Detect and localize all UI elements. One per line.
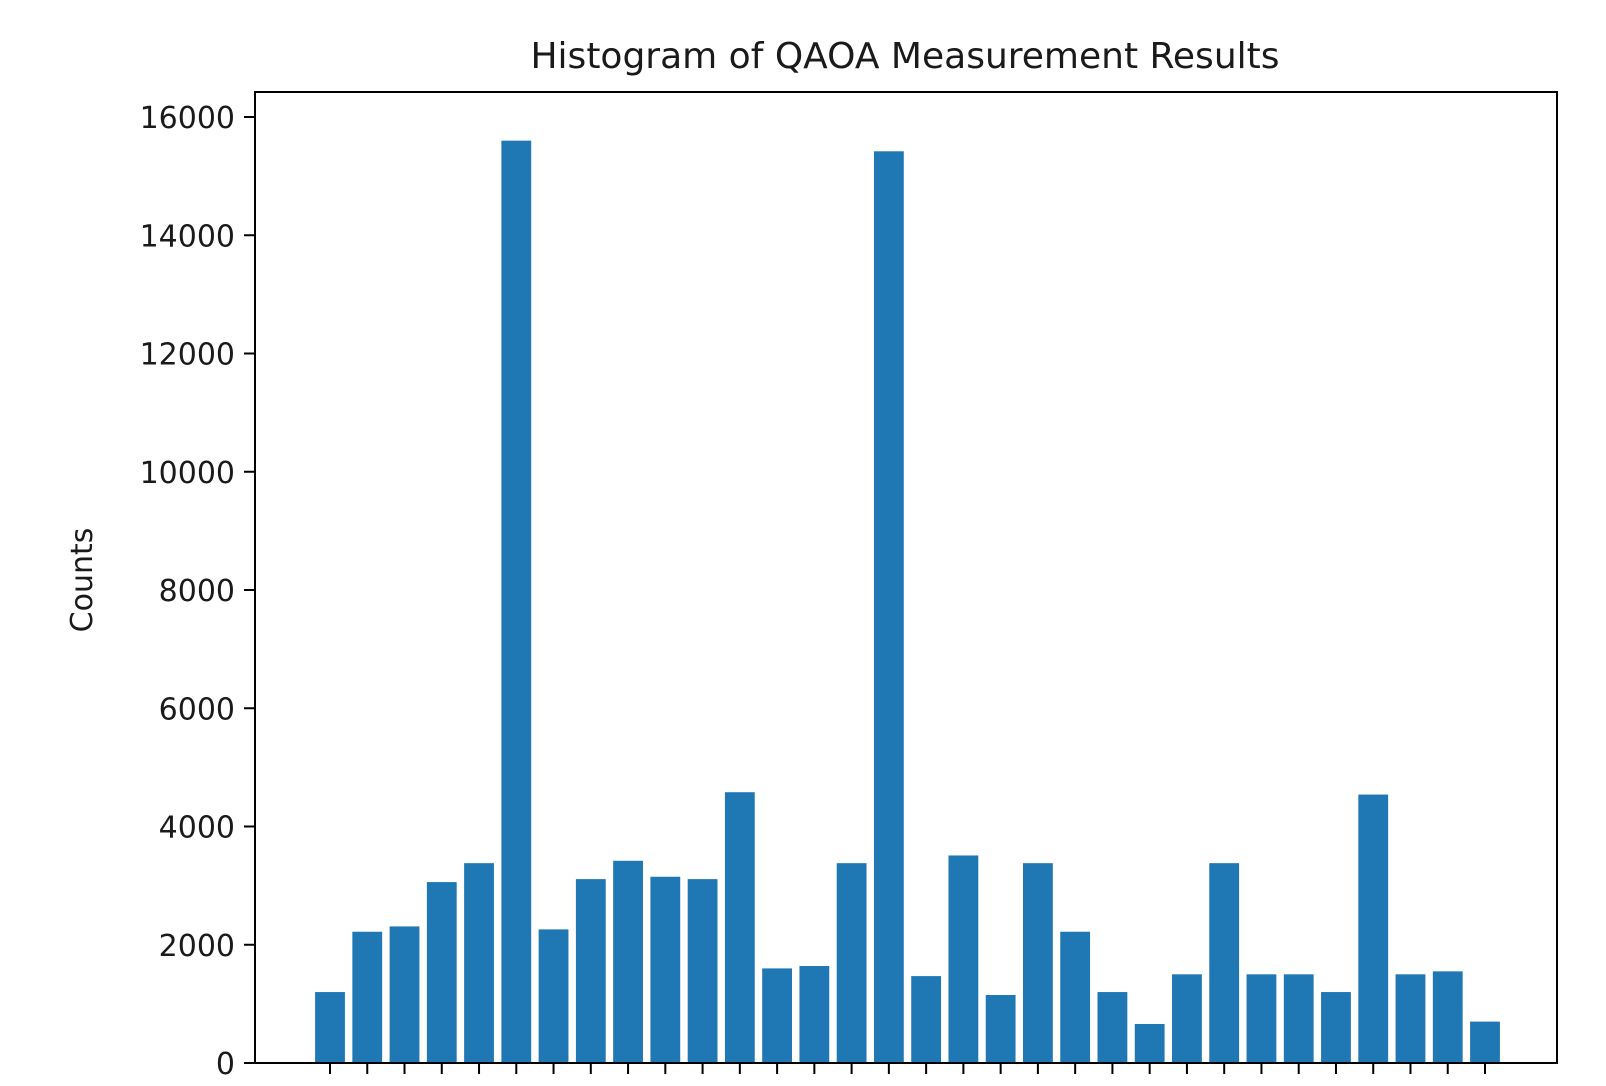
- y-tick-label: 12000: [140, 338, 235, 373]
- plot-frame: [254, 91, 1558, 1064]
- bar: [836, 863, 867, 1063]
- bar: [352, 931, 383, 1063]
- y-tick-label: 10000: [140, 456, 235, 491]
- bar: [1097, 992, 1128, 1063]
- bar: [575, 879, 606, 1063]
- bar: [1246, 974, 1277, 1063]
- bar: [613, 860, 643, 1063]
- bar: [1172, 974, 1202, 1063]
- y-axis: 0 2000 4000 6000 8000 10000 12000 14000 16000: [140, 101, 255, 1082]
- bar: [873, 151, 904, 1064]
- bars: [315, 140, 1500, 1064]
- y-tick-label: 14000: [140, 219, 235, 254]
- bar: [464, 863, 494, 1063]
- x-axis: [329, 1063, 1486, 1074]
- bar: [389, 926, 420, 1063]
- y-tick-label: 4000: [159, 811, 235, 846]
- bar: [762, 968, 792, 1063]
- chart-title: Histogram of QAOA Measurement Results: [530, 36, 1279, 77]
- bar: [1023, 863, 1053, 1063]
- bar: [501, 140, 532, 1063]
- bar: [724, 792, 755, 1063]
- bar: [911, 976, 942, 1063]
- y-tick-label: 2000: [159, 929, 235, 964]
- plot-area: 0 2000 4000 6000 8000 10000 12000 14000 16000: [140, 91, 1558, 1082]
- bar: [1134, 1023, 1165, 1063]
- y-tick-label: 8000: [159, 574, 235, 609]
- bar: [315, 992, 345, 1063]
- bar: [538, 929, 569, 1063]
- bar: [687, 879, 718, 1063]
- bar: [1060, 931, 1091, 1063]
- bar: [1395, 974, 1426, 1063]
- bar: [1470, 1021, 1500, 1063]
- bar: [1432, 971, 1463, 1063]
- y-axis-label: Counts: [65, 528, 100, 633]
- bar: [1321, 992, 1351, 1063]
- y-tick-label: 0: [216, 1047, 235, 1082]
- bar: [426, 882, 457, 1063]
- y-tick-label: 16000: [140, 101, 235, 136]
- bar: [948, 855, 979, 1063]
- bar: [1358, 794, 1389, 1063]
- bar: [1283, 974, 1314, 1063]
- y-tick-label: 6000: [159, 692, 235, 727]
- bar: [799, 966, 830, 1063]
- bar: [1209, 863, 1240, 1063]
- bar: [985, 995, 1016, 1063]
- bar: [650, 876, 681, 1063]
